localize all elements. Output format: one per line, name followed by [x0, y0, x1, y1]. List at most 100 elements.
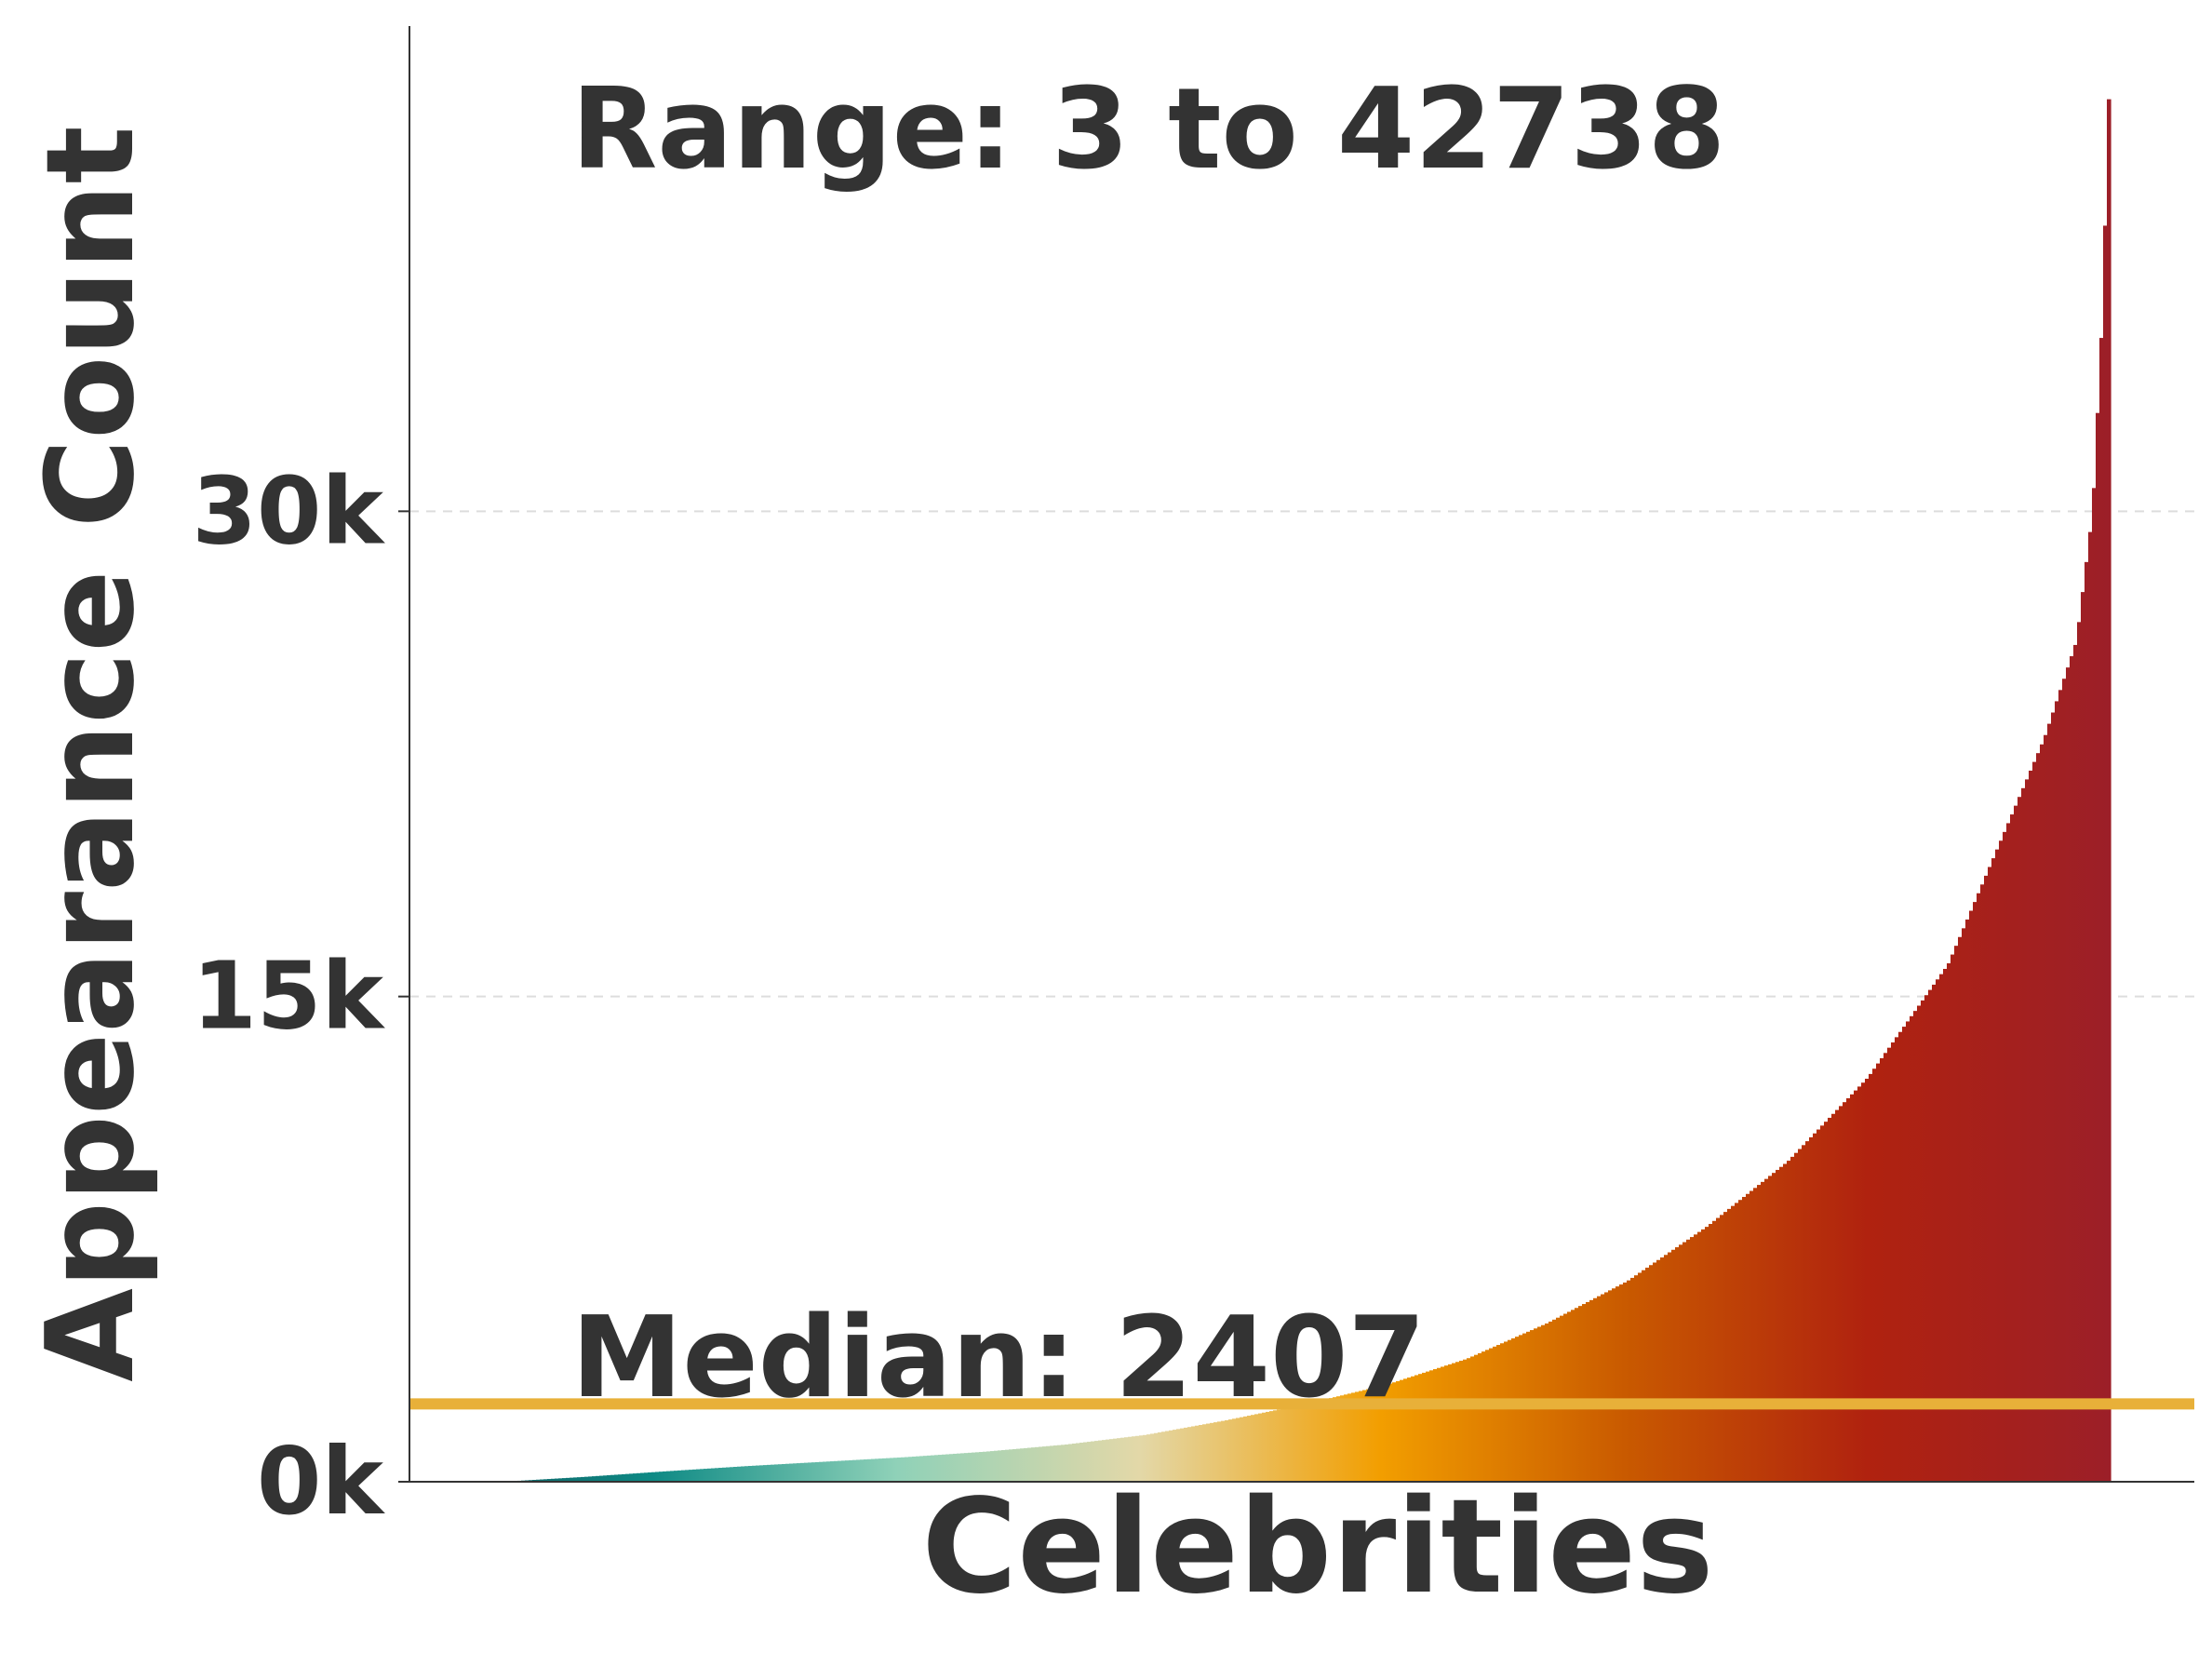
bar — [1720, 1215, 1724, 1482]
bar — [1448, 1364, 1453, 1482]
bar — [1671, 1249, 1676, 1482]
bar — [1325, 1399, 1330, 1482]
y-tick-label: 15k — [192, 942, 385, 1051]
bar — [1679, 1244, 1683, 1482]
bar — [1210, 1422, 1214, 1482]
bar — [573, 1477, 578, 1482]
bar — [1969, 910, 1974, 1482]
bar — [1128, 1436, 1133, 1482]
bar — [744, 1466, 749, 1482]
bar — [730, 1467, 734, 1482]
bar — [875, 1458, 879, 1482]
bar — [1266, 1411, 1270, 1482]
bar — [722, 1467, 727, 1482]
bar — [2058, 690, 2063, 1482]
bar — [1906, 1021, 1910, 1482]
bar — [763, 1465, 768, 1482]
bar — [979, 1452, 984, 1482]
bar — [1113, 1438, 1118, 1482]
bar — [2066, 667, 2071, 1482]
bar — [2014, 805, 2018, 1482]
bar — [577, 1477, 582, 1482]
bar — [2081, 592, 2085, 1482]
bar — [800, 1462, 805, 1482]
bar — [785, 1463, 790, 1482]
bar — [1117, 1438, 1121, 1482]
bar — [711, 1468, 716, 1482]
bar — [1396, 1380, 1401, 1482]
bar — [1072, 1443, 1077, 1482]
bar — [823, 1461, 827, 1482]
bar — [2025, 779, 2030, 1482]
bar — [1776, 1169, 1780, 1482]
bar — [1690, 1237, 1695, 1482]
bar — [1269, 1411, 1274, 1482]
bar — [808, 1462, 812, 1482]
bar — [782, 1463, 786, 1482]
bar — [1068, 1444, 1073, 1482]
bar — [1321, 1400, 1326, 1482]
bar — [1694, 1234, 1698, 1482]
bar — [890, 1458, 894, 1482]
bar — [1478, 1352, 1482, 1482]
bar — [1593, 1297, 1598, 1482]
bar — [1001, 1450, 1006, 1482]
bar — [901, 1457, 905, 1482]
bar — [1418, 1374, 1423, 1482]
bar — [957, 1453, 961, 1482]
bar — [1422, 1372, 1427, 1482]
bar — [1850, 1094, 1855, 1482]
bar — [1932, 984, 1937, 1482]
bar — [1254, 1414, 1259, 1482]
bar — [1154, 1432, 1159, 1482]
bar — [1928, 989, 1933, 1482]
bar — [2003, 831, 2007, 1482]
bar — [1079, 1443, 1084, 1482]
bar — [1232, 1418, 1237, 1482]
bar — [1649, 1265, 1654, 1482]
bar — [1653, 1262, 1657, 1482]
bar — [1675, 1247, 1680, 1482]
bar — [793, 1463, 798, 1482]
bar — [1861, 1082, 1866, 1482]
bar — [681, 1470, 686, 1482]
bar — [975, 1452, 980, 1482]
bar — [1318, 1401, 1322, 1482]
bar — [1887, 1047, 1892, 1482]
bar — [1102, 1440, 1106, 1482]
bar — [994, 1450, 999, 1482]
bar — [1772, 1173, 1776, 1482]
bar — [1828, 1117, 1832, 1482]
bar — [644, 1472, 649, 1482]
bar — [1939, 974, 1944, 1482]
bar — [1061, 1445, 1066, 1482]
bar — [1370, 1388, 1374, 1482]
bar — [1910, 1015, 1914, 1482]
bar — [1645, 1267, 1650, 1482]
bar — [1738, 1200, 1743, 1482]
bar — [2103, 225, 2108, 1483]
bar — [1656, 1259, 1661, 1482]
bar — [692, 1469, 697, 1482]
bar — [1764, 1178, 1769, 1482]
bar — [1344, 1394, 1348, 1482]
bar — [1951, 954, 1955, 1482]
bar — [1426, 1371, 1430, 1482]
bar — [819, 1461, 824, 1482]
bar — [1809, 1136, 1814, 1482]
bar — [811, 1462, 816, 1482]
bar — [2107, 99, 2111, 1483]
bar — [2088, 531, 2093, 1482]
bar — [1024, 1447, 1028, 1482]
bar — [990, 1451, 995, 1482]
bar — [1880, 1057, 1884, 1482]
bar — [1716, 1217, 1721, 1482]
bar — [1980, 884, 1985, 1482]
bar — [2077, 622, 2082, 1482]
bar — [1437, 1367, 1441, 1482]
bar — [558, 1478, 563, 1482]
bar — [1668, 1252, 1672, 1482]
bar — [1753, 1188, 1758, 1482]
bar — [1869, 1073, 1873, 1482]
bar — [1039, 1446, 1043, 1482]
